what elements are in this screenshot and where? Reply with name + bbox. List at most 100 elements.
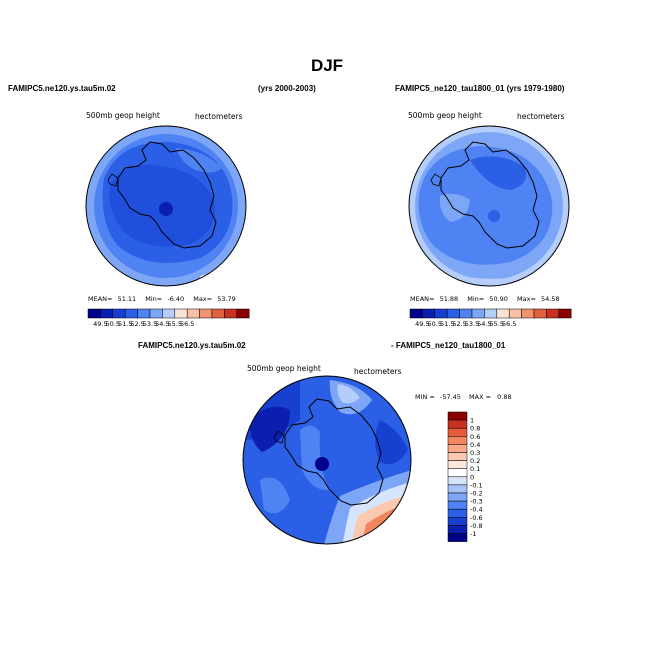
- panel1-min-label: Min=: [145, 295, 163, 303]
- panel2-variable-label: 500mb geop height: [408, 111, 482, 120]
- panel3-colorbar-swatch: [447, 460, 468, 469]
- panel3-colorbar-tick-label: -0.4: [470, 506, 483, 514]
- panel2-colorbar-swatch: [422, 308, 436, 319]
- panel3-colorbar-swatch: [447, 452, 468, 461]
- panel3-colorbar-swatch: [447, 427, 468, 437]
- panel3-colorbar-tick-label: -0.2: [470, 490, 483, 498]
- panel2-mean-label: MEAN=: [410, 295, 435, 303]
- panel3-map-border: [242, 375, 412, 545]
- panel2-colorbar-tick-label: 50.5: [428, 320, 442, 328]
- panel3-variable-label: 500mb geop height: [247, 364, 321, 373]
- panel1-colorbar-tick-label: 51.5: [118, 320, 132, 328]
- panel3-colorbar-tick-label: 1: [470, 417, 474, 425]
- panel3-min-label: MIN =: [415, 393, 435, 401]
- panel2-colorbar-tick-label: 55.5: [490, 320, 504, 328]
- panel3-max-label: MAX =: [469, 393, 492, 401]
- panel1-colorbar-swatch: [224, 308, 238, 319]
- left-panel-header: FAMIPC5.ne120.ys.tau5m.02: [8, 84, 116, 93]
- panel3-colorbar-swatch: [447, 508, 468, 518]
- panel2-mean-value: 51.88: [439, 295, 459, 303]
- panel3-colorbar-tick-label: -0.3: [470, 498, 483, 506]
- panel2-colorbar-tick-label: 51.5: [440, 320, 454, 328]
- panel1-colorbar-swatch: [100, 308, 114, 319]
- panel3-colorbar-swatch: [447, 411, 468, 421]
- panel3-colorbar-tick-label: -1: [470, 530, 476, 538]
- panel3-colorbar-swatch: [447, 444, 468, 453]
- panel3-stats: MIN = -57.45 MAX = 0.88: [415, 393, 512, 401]
- panel1-colorbar-swatch: [124, 308, 138, 319]
- panel1-colorbar-swatch: [87, 308, 101, 319]
- panel1-min-value: -6.40: [167, 295, 185, 303]
- panel3-colorbar-tick-label: 0.4: [470, 441, 480, 449]
- panel2-colorbar-swatch: [533, 308, 547, 319]
- years-header: (yrs 2000-2003): [258, 84, 316, 93]
- panel2-colorbar-tick-label: 52.5: [452, 320, 466, 328]
- panel3-colorbar-tick-label: 0.2: [470, 457, 480, 465]
- panel3-colorbar-swatch: [447, 533, 468, 542]
- panel1-colorbar-tick-label: 55.5: [168, 320, 182, 328]
- panel2-colorbar-swatch: [471, 308, 485, 319]
- panel3-colorbar-swatch: [447, 525, 468, 534]
- panel1-colorbar-swatch: [174, 308, 188, 319]
- panel1-colorbar-swatch: [236, 308, 250, 319]
- panel1-colorbar-tick-label: 53.5: [143, 320, 157, 328]
- panel1-colorbar-tick-label: 54.5: [155, 320, 169, 328]
- panel3-units-label: hectometers: [354, 367, 402, 376]
- panel2-units-label: hectometers: [517, 112, 565, 121]
- panel2-max-value: 54.58: [540, 295, 560, 303]
- panel2-min-label: Min=: [467, 295, 485, 303]
- panel2-map-border: [408, 125, 570, 287]
- panel2-colorbar-tick-label: 54.5: [477, 320, 491, 328]
- panel3-max-value: 0.88: [497, 393, 512, 401]
- panel1-max-label: Max=: [193, 295, 213, 303]
- panel3-colorbar-tick-label: 0.8: [470, 425, 480, 433]
- panel2-stats: MEAN= 51.88 Min= 50.90 Max= 54.58: [410, 295, 560, 303]
- panel3-colorbar-swatch: [447, 436, 468, 445]
- panel3-colorbar-swatch: [447, 419, 468, 429]
- panel1-map-border: [85, 125, 247, 287]
- diff-left-header: FAMIPC5.ne120.ys.tau5m.02: [138, 341, 246, 350]
- panel1-max-value: 53.79: [217, 295, 236, 303]
- panel1-colorbar-swatch: [162, 308, 176, 319]
- panel3-colorbar: 10.80.60.40.30.20.10-0.1-0.2-0.3-0.4-0.6…: [447, 411, 483, 542]
- panel1-mean-value: 51.11: [117, 295, 137, 303]
- panel1-colorbar: 49.550.551.552.553.554.555.556.5: [87, 308, 250, 328]
- panel3-colorbar-tick-label: 0.1: [470, 465, 480, 473]
- panel3-map: [243, 376, 411, 544]
- panel2-colorbar-tick-label: 53.5: [465, 320, 479, 328]
- panel3-colorbar-swatch: [447, 492, 468, 502]
- panel1-colorbar-tick-label: 50.5: [106, 320, 120, 328]
- panel3-colorbar-tick-label: -0.6: [470, 514, 483, 522]
- panel3-colorbar-tick-label: 0.6: [470, 433, 480, 441]
- panel2-colorbar-swatch: [409, 308, 423, 319]
- panel1-colorbar-swatch: [112, 308, 126, 319]
- panel3-min-value: -57.45: [439, 393, 461, 401]
- figure-title: DJF: [310, 56, 344, 75]
- panel1-colorbar-swatch: [137, 308, 151, 319]
- panel2-colorbar-swatch: [434, 308, 448, 319]
- panel1-colorbar-swatch: [149, 308, 163, 319]
- panel1-stats: MEAN= 51.11 Min= -6.40 Max= 53.79: [88, 295, 236, 303]
- panel1-colorbar-swatch: [199, 308, 213, 319]
- panel3-colorbar-tick-label: 0.3: [470, 449, 480, 457]
- panel2-colorbar: 49.550.551.552.553.554.555.556.5: [409, 308, 572, 328]
- panel1-variable-label: 500mb geop height: [86, 111, 160, 120]
- panel2-min-value: 50.90: [489, 295, 508, 303]
- panel2-colorbar-swatch: [546, 308, 560, 319]
- panel2-colorbar-swatch: [484, 308, 498, 319]
- panel3-colorbar-tick-label: 0: [470, 473, 474, 481]
- panel3-colorbar-swatch: [447, 500, 468, 510]
- panel1-colorbar-tick-label: 49.5: [93, 320, 107, 328]
- panel2-colorbar-tick-label: 56.5: [502, 320, 516, 328]
- panel2-colorbar-swatch: [446, 308, 460, 319]
- panel2-max-label: Max=: [517, 295, 536, 303]
- panel2-colorbar-swatch: [521, 308, 535, 319]
- panel2-colorbar-tick-label: 49.5: [415, 320, 429, 328]
- panel1-colorbar-tick-label: 56.5: [180, 320, 194, 328]
- panel1-map: [86, 126, 246, 286]
- panel1-units-label: hectometers: [195, 112, 243, 121]
- panel2-map: [409, 126, 569, 286]
- panel2-colorbar-swatch: [459, 308, 473, 319]
- panel2-colorbar-swatch: [496, 308, 510, 319]
- panel3-colorbar-tick-label: -0.1: [470, 481, 483, 489]
